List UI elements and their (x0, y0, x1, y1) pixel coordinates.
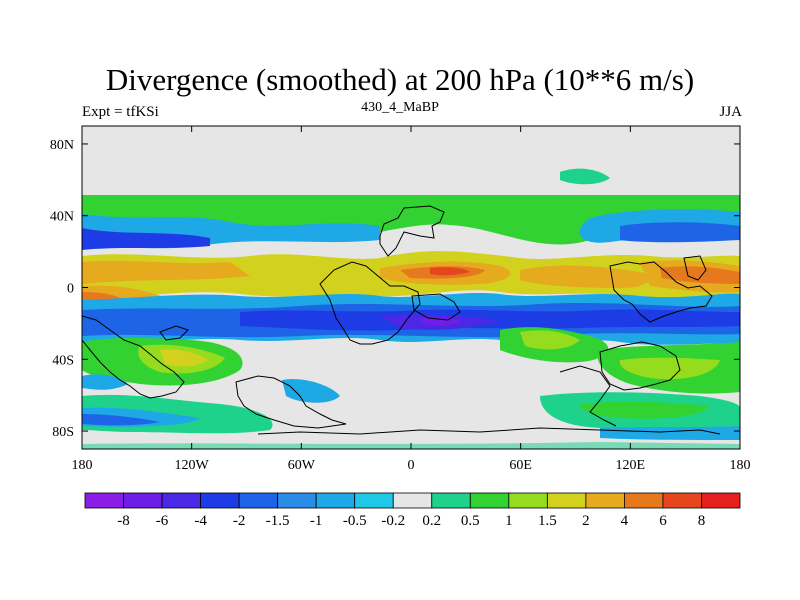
colorbar-label: -4 (194, 513, 207, 529)
y-tick-label: 40N (50, 210, 74, 225)
colorbar-label: -0.5 (343, 513, 367, 529)
colorbar-swatch (392, 492, 433, 509)
x-tick-label: 0 (408, 458, 415, 473)
colorbar-swatch (508, 492, 548, 509)
experiment-label: Expt = tfKSi (82, 104, 159, 120)
colorbar-swatch (123, 492, 163, 509)
colorbar-swatch (200, 492, 240, 509)
y-tick-label: 80N (50, 138, 74, 153)
colorbar-swatch (469, 492, 510, 509)
colorbar-label: -1.5 (266, 513, 290, 529)
coastlines (82, 205, 721, 435)
colorbar-swatch (585, 492, 625, 509)
x-tick-label: 180 (730, 458, 751, 473)
colorbar-label: 8 (698, 513, 706, 529)
colorbar-label: -6 (156, 513, 169, 529)
colorbar-label: 6 (659, 513, 667, 529)
colorbar-swatch (431, 492, 471, 509)
x-tick-label: 120E (616, 458, 646, 473)
y-axis: 80N 40N 0 40S 80S (50, 138, 740, 440)
colorbar-label: -0.2 (381, 513, 405, 529)
colorbar: -8 -6 -4 -2 -1.5 -1 -0.5 -0.2 0.2 0.5 1 1.5 2 4 6 8 (84, 492, 741, 529)
colorbar-swatch (161, 492, 201, 509)
x-tick-label: 180 (72, 458, 93, 473)
center-label: 430_4_MaBP (361, 100, 439, 115)
colorbar-swatch (624, 492, 664, 509)
colorbar-label: 1 (505, 513, 513, 529)
colorbar-swatch (238, 492, 279, 509)
y-tick-label: 80S (52, 425, 74, 440)
y-tick-label: 0 (67, 282, 74, 297)
chart-title: Divergence (smoothed) at 200 hPa (10**6 … (105, 62, 695, 97)
colorbar-label: 0.5 (461, 513, 480, 529)
colorbar-label: -1 (310, 513, 323, 529)
contour-fields (82, 126, 740, 449)
x-tick-label: 120W (175, 458, 210, 473)
x-tick-label: 60W (288, 458, 316, 473)
colorbar-swatch (701, 492, 741, 509)
colorbar-swatch (315, 492, 356, 509)
y-tick-label: 40S (52, 353, 74, 368)
colorbar-label: -2 (233, 513, 246, 529)
colorbar-swatch (84, 492, 124, 509)
colorbar-label: 4 (621, 513, 629, 529)
colorbar-swatch (546, 492, 587, 509)
colorbar-swatch (277, 492, 317, 509)
season-label: JJA (719, 104, 742, 120)
x-tick-label: 60E (509, 458, 532, 473)
colorbar-label: 2 (582, 513, 590, 529)
colorbar-label: 1.5 (538, 513, 557, 529)
x-axis: 180 120W 60W 0 60E 120E 180 (72, 126, 751, 473)
colorbar-label: -8 (117, 513, 130, 529)
colorbar-label: 0.2 (422, 513, 441, 529)
colorbar-swatch (662, 492, 702, 509)
colorbar-swatch (354, 492, 394, 509)
